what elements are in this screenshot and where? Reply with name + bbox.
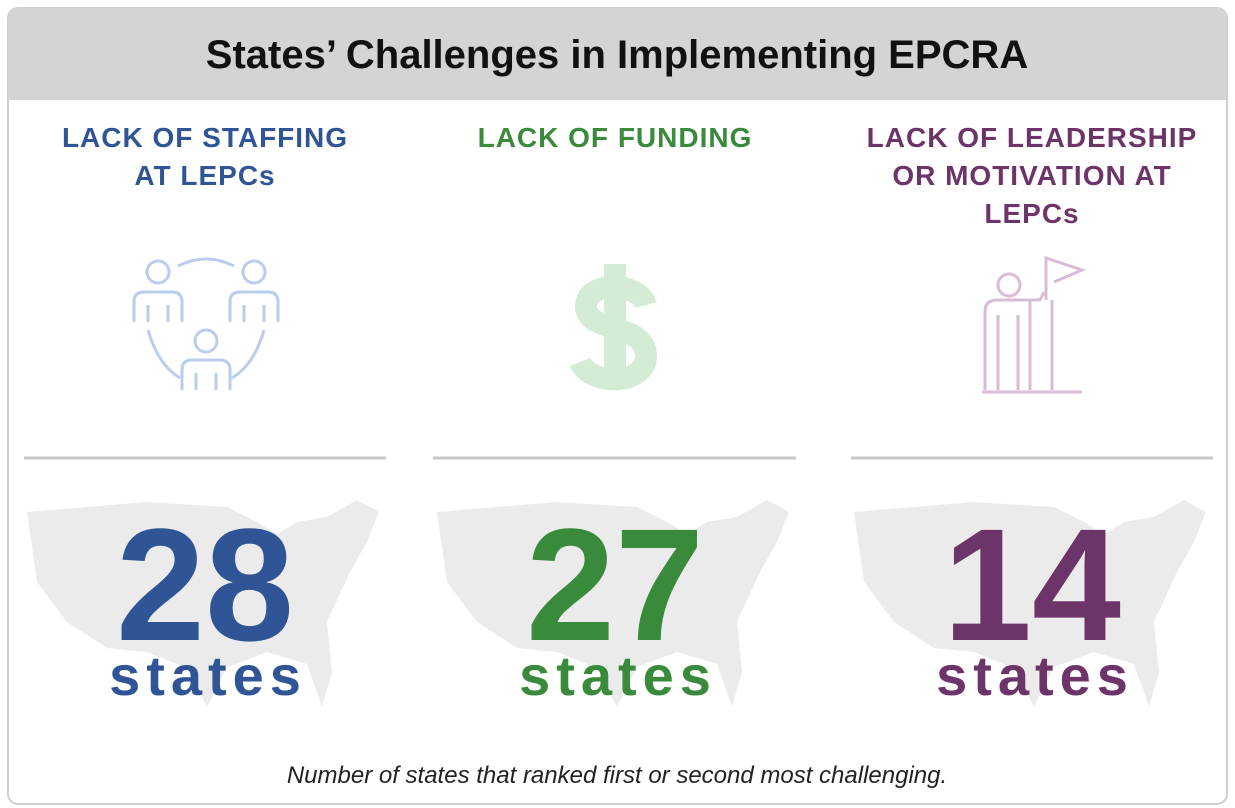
footnote: Number of states that ranked first or se… [287,762,947,789]
column-heading: LACK OF FUNDING [478,122,753,153]
number-unit: states [519,644,717,707]
dollar-icon [569,264,658,391]
big-number: 14 [943,495,1121,674]
leadership-icon [982,255,1087,394]
people-icon [132,257,280,390]
number-unit: states [936,644,1134,707]
title: States’ Challenges in Implementing EPCRA [206,33,1028,77]
big-number: 28 [116,495,294,674]
column-heading: LACK OF STAFFING [62,122,348,153]
big-number: 27 [526,495,704,674]
number-unit: states [109,644,307,707]
column-heading: LEPCs [984,198,1079,229]
column-heading: OR MOTIVATION AT [892,160,1171,191]
column-heading: LACK OF LEADERSHIP [867,122,1198,153]
header-band [8,8,1227,100]
column-heading: AT LEPCs [134,160,275,191]
